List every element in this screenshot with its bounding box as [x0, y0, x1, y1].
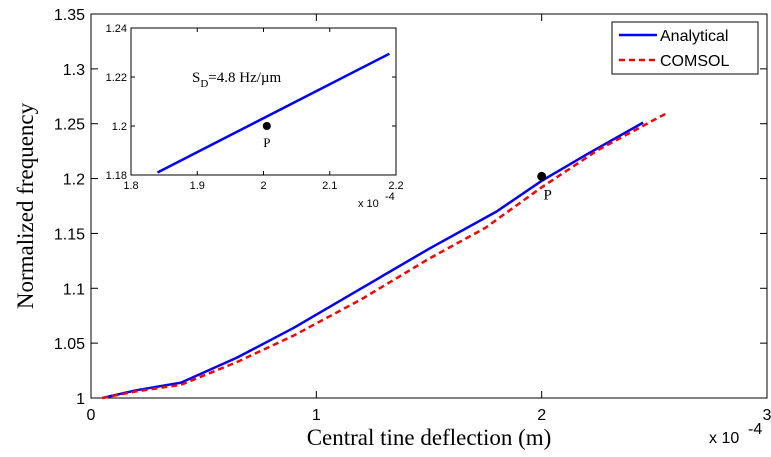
main-y-tick-label: 1.3	[63, 62, 85, 79]
inset-x-multiplier-exp: -4	[385, 191, 395, 203]
main-y-tick-label: 1.15	[54, 226, 85, 243]
main-x-tick-label: 3	[763, 407, 771, 424]
main-y-tick-label: 1.2	[63, 172, 85, 189]
inset-x-tick-label: 1.9	[190, 180, 205, 192]
inset-x-tick-label: 2.1	[322, 180, 337, 192]
inset-x-multiplier-base: x 10	[358, 198, 379, 210]
inset-sensitivity-symbol: S	[192, 70, 200, 86]
inset-x-multiplier: x 10 -4	[358, 191, 395, 210]
main-series-line-analytical	[102, 121, 644, 400]
main-x-multiplier-exp: -4	[748, 421, 762, 438]
inset-y-tick-label: 1.22	[106, 72, 127, 84]
legend-label-analytical: Analytical	[660, 28, 728, 45]
main-point-p-label: P	[543, 187, 551, 203]
inset-point-p-label: P	[263, 135, 270, 150]
main-x-tick-label: 1	[312, 407, 321, 424]
main-series	[102, 112, 667, 400]
main-y-axis-label: Normalized frequency	[13, 102, 38, 309]
main-y-tick-label: 1	[76, 391, 85, 408]
inset-x-tick-label: 2	[260, 180, 266, 192]
inset-sensitivity-value: =4.8 Hz/µm	[208, 70, 281, 86]
inset-sensitivity-label: SD=4.8 Hz/µm	[192, 70, 282, 90]
main-x-tick-label: 2	[537, 407, 546, 424]
inset-series-line-0	[156, 52, 390, 174]
main-series-line-comsol	[102, 112, 667, 400]
inset-plot-area	[130, 27, 397, 176]
main-y-tick-label: 1.05	[54, 336, 85, 353]
inset-sensitivity-subscript: D	[200, 78, 208, 90]
inset-x-tick-label: 2.2	[388, 180, 403, 192]
inset-series	[156, 52, 390, 174]
inset-y-tick-label: 1.18	[106, 170, 127, 182]
main-x-tick-label: 0	[87, 407, 96, 424]
inset-y-tick-label: 1.2	[112, 121, 127, 133]
main-y-tick-label: 1.1	[63, 281, 85, 298]
legend-box	[611, 21, 759, 75]
inset-annotations: P	[262, 122, 271, 150]
inset-axes: 1.8 1.9 2 2.1 2.2 1.18 1.2 1.22 1.24 P x 10 -4 S…	[106, 23, 404, 210]
main-x-axis-label: Central tine deflection (m)	[307, 425, 552, 450]
main-point-p-marker	[537, 171, 547, 181]
legend: Analytical COMSOL	[611, 21, 759, 75]
main-y-tick-label: 1.35	[54, 7, 85, 24]
inset-point-p-marker	[262, 122, 271, 130]
inset-x-tick-label: 1.8	[123, 180, 138, 192]
inset-ticks: 1.8 1.9 2 2.1 2.2 1.18 1.2 1.22 1.24	[106, 23, 404, 192]
main-y-tick-label: 1.25	[54, 117, 85, 134]
main-x-multiplier-base: x 10	[709, 430, 739, 447]
legend-label-comsol: COMSOL	[660, 53, 729, 70]
inset-y-tick-label: 1.24	[106, 23, 127, 35]
main-ticks: 0 1 2 311.051.11.151.21.251.31.35	[54, 7, 771, 424]
main-x-multiplier: x 10 -4	[709, 421, 762, 447]
main-annotations: P	[537, 171, 552, 203]
